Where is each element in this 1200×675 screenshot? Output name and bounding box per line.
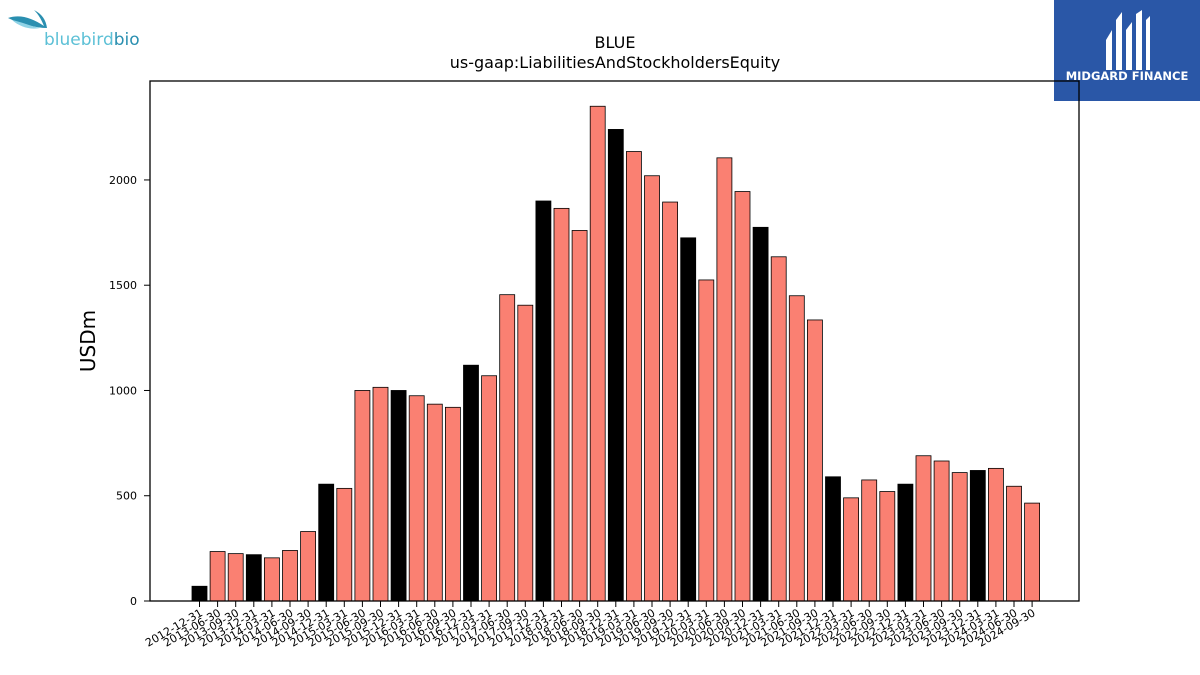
y-tick-label: 500 xyxy=(116,490,137,503)
bar xyxy=(770,256,787,602)
bar xyxy=(444,406,461,602)
midgard-finance-logo: MIDGARD FINANCE xyxy=(1054,0,1200,101)
bar xyxy=(354,390,371,602)
bar xyxy=(879,491,896,602)
chart-subtitle: us-gaap:LiabilitiesAndStockholdersEquity xyxy=(450,53,781,72)
bar xyxy=(951,472,968,602)
bar xyxy=(390,390,407,602)
bar xyxy=(607,129,624,602)
chart-title: BLUE xyxy=(595,33,636,52)
midgard-emblem-icon xyxy=(1106,10,1150,70)
bar xyxy=(282,550,298,602)
bar xyxy=(861,479,878,602)
bar xyxy=(680,237,697,602)
bar xyxy=(245,554,262,602)
bar xyxy=(517,304,534,602)
bar xyxy=(644,175,660,602)
bar xyxy=(807,319,823,602)
bar xyxy=(408,395,425,602)
bar xyxy=(263,557,280,602)
bar xyxy=(933,460,950,602)
y-tick-label: 1000 xyxy=(109,384,137,397)
y-tick-label: 0 xyxy=(130,595,137,608)
logo-left-text: bluebirdbio xyxy=(44,30,140,50)
logo-left-accent: bio xyxy=(114,30,140,50)
logo-left-main: bluebird xyxy=(44,30,114,50)
bar xyxy=(969,470,986,602)
bird-icon xyxy=(8,10,47,28)
bar xyxy=(336,487,353,602)
bar xyxy=(752,226,769,602)
y-tick-label: 2000 xyxy=(109,174,137,187)
y-tick-label: 1500 xyxy=(109,279,137,292)
bar xyxy=(1024,502,1040,602)
bar xyxy=(499,294,516,602)
bar xyxy=(716,157,733,602)
bar xyxy=(571,230,588,602)
bar xyxy=(825,476,841,602)
bar xyxy=(463,364,479,602)
bar xyxy=(300,531,317,602)
bar xyxy=(662,201,678,602)
bar xyxy=(1006,485,1022,602)
bar xyxy=(734,191,751,602)
bar xyxy=(553,207,570,602)
bar xyxy=(589,105,606,602)
y-axis-label: USDm xyxy=(76,310,100,372)
bar xyxy=(788,295,805,602)
bar xyxy=(897,483,914,602)
bar xyxy=(843,497,859,602)
bird-wing-icon xyxy=(12,20,40,29)
y-axis-ticks: 0 500 1000 1500 2000 xyxy=(109,174,150,608)
logo-right-text: MIDGARD FINANCE xyxy=(1066,69,1189,83)
bar xyxy=(481,375,498,602)
bar xyxy=(915,455,932,602)
bar xyxy=(626,151,642,602)
bar xyxy=(426,403,443,602)
plot-frame xyxy=(149,80,1080,602)
bar xyxy=(209,551,226,602)
x-axis-ticks: 2012-12-312013-06-302013-09-302013-12-31… xyxy=(143,601,1038,650)
bar xyxy=(191,585,208,602)
bar xyxy=(372,386,389,602)
bars xyxy=(191,105,1040,602)
bluebird-bio-logo: bluebirdbio xyxy=(8,10,140,50)
bar xyxy=(988,467,1004,602)
bar xyxy=(318,483,335,602)
bar xyxy=(227,553,244,602)
bar xyxy=(698,279,715,602)
bar xyxy=(535,200,552,602)
